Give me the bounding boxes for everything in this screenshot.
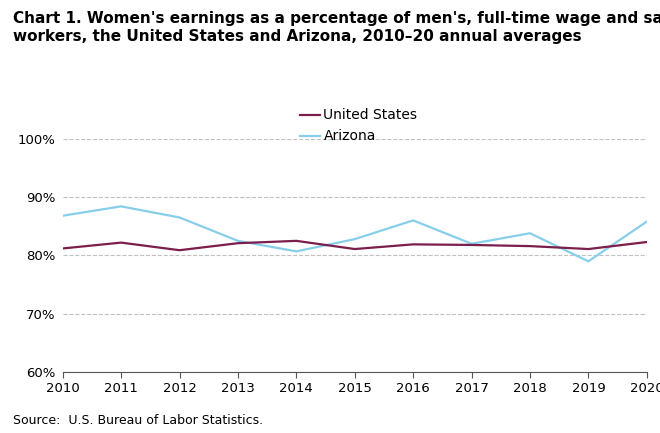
Text: United States: United States: [323, 108, 417, 122]
Text: Source:  U.S. Bureau of Labor Statistics.: Source: U.S. Bureau of Labor Statistics.: [13, 414, 263, 427]
Text: Arizona: Arizona: [323, 129, 376, 143]
Text: Chart 1. Women's earnings as a percentage of men's, full-time wage and salary
wo: Chart 1. Women's earnings as a percentag…: [13, 11, 660, 45]
